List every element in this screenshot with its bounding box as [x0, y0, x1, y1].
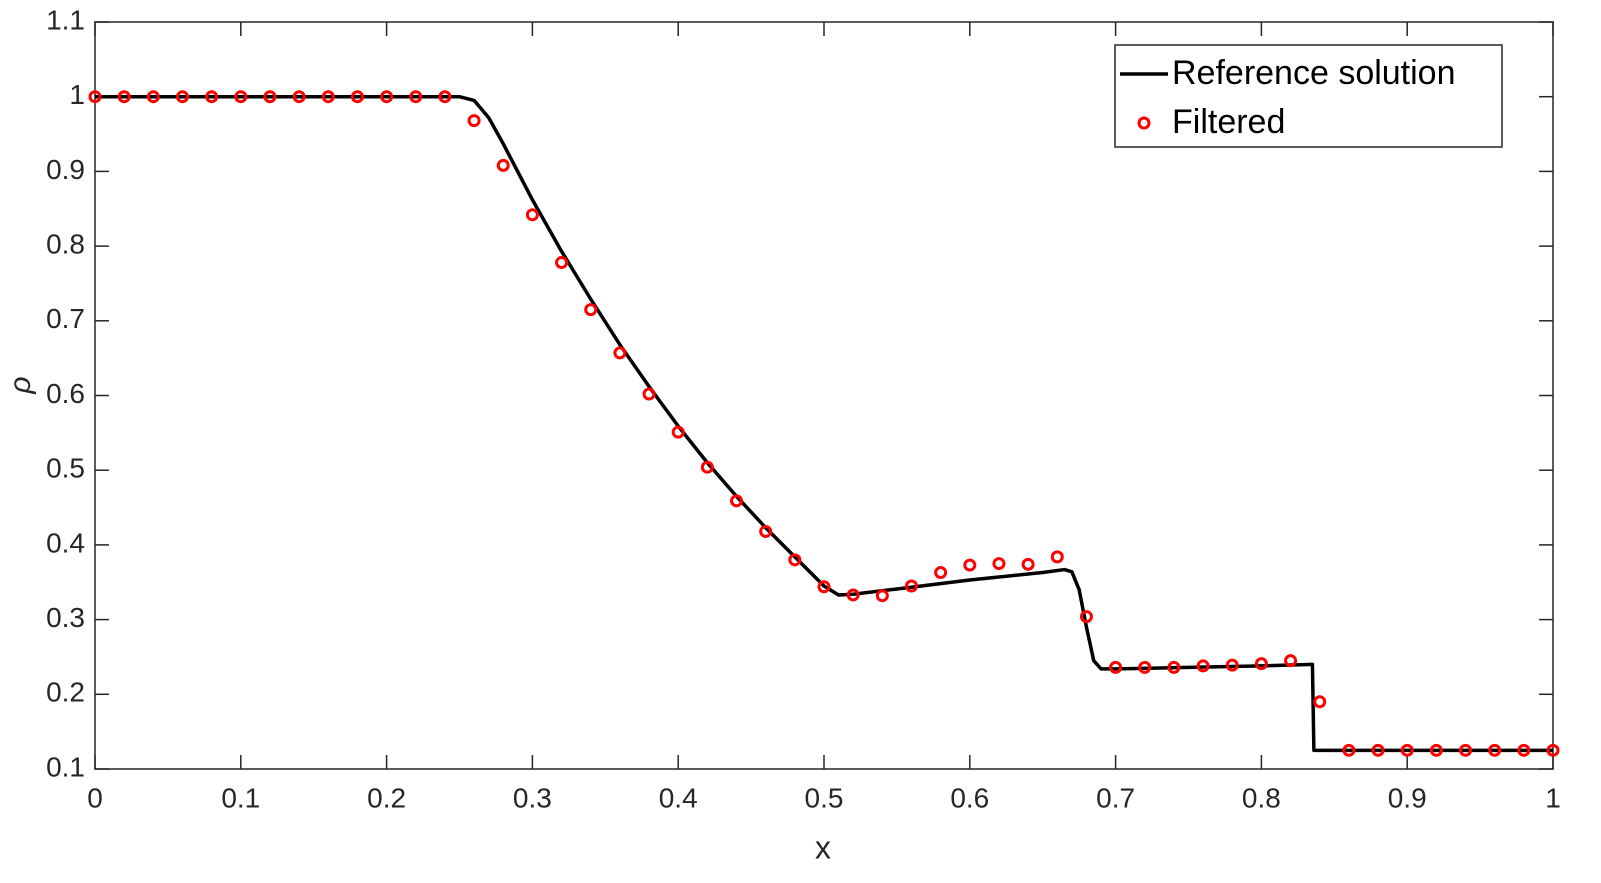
data-point: [1254, 657, 1268, 671]
data-point: [788, 553, 802, 567]
y-tick-label: 0.7: [46, 303, 85, 334]
y-tick-label: 0.4: [46, 527, 85, 558]
data-point: [1517, 743, 1531, 757]
data-point: [1429, 743, 1443, 757]
data-point: [555, 256, 569, 270]
data-point: [292, 90, 306, 104]
data-point: [1138, 660, 1152, 674]
y-axis-label: ρ: [4, 376, 37, 394]
data-point: [613, 346, 627, 360]
x-tick-label: 0.7: [1096, 782, 1135, 813]
data-point: [146, 90, 160, 104]
data-point: [321, 90, 335, 104]
legend-marker: [1137, 116, 1151, 130]
data-point: [496, 158, 510, 172]
x-tick-label: 0.3: [513, 782, 552, 813]
data-point: [1313, 695, 1327, 709]
data-point: [88, 90, 102, 104]
data-point: [117, 90, 131, 104]
x-tick-label: 0.2: [367, 782, 406, 813]
x-tick-label: 0.8: [1242, 782, 1281, 813]
data-point: [904, 579, 918, 593]
data-point: [1400, 743, 1414, 757]
data-point: [934, 566, 948, 580]
data-point: [846, 588, 860, 602]
data-point: [1079, 610, 1093, 624]
data-point: [438, 90, 452, 104]
data-point: [1342, 743, 1356, 757]
data-point: [1225, 658, 1239, 672]
legend-label: Reference solution: [1172, 54, 1456, 92]
data-line: [95, 94, 1553, 753]
y-tick-label: 1: [69, 79, 85, 110]
y-tick-label: 0.2: [46, 677, 85, 708]
data-point: [234, 90, 248, 104]
y-tick-label: 0.8: [46, 228, 85, 259]
data-point: [992, 557, 1006, 571]
y-tick-label: 0.1: [46, 751, 85, 782]
x-tick-label: 0.1: [221, 782, 260, 813]
data-point: [1196, 659, 1210, 673]
data-point: [700, 460, 714, 474]
data-point: [1021, 557, 1035, 571]
data-point: [875, 589, 889, 603]
legend-label: Filtered: [1172, 103, 1285, 141]
data-point: [263, 90, 277, 104]
y-tick-label: 0.5: [46, 453, 85, 484]
data-point: [525, 208, 539, 222]
data-point: [1371, 743, 1385, 757]
x-tick-label: 0.5: [805, 782, 844, 813]
data-point: [1050, 550, 1064, 564]
data-point: [467, 114, 481, 128]
data-point: [1167, 660, 1181, 674]
legend-box: [1114, 44, 1503, 148]
y-tick-label: 0.6: [46, 378, 85, 409]
data-point: [671, 425, 685, 439]
x-tick-label: 0: [87, 782, 103, 813]
data-point: [380, 90, 394, 104]
x-tick-label: 0.9: [1388, 782, 1427, 813]
data-point: [759, 524, 773, 538]
data-point: [963, 558, 977, 572]
x-tick-label: 1: [1545, 782, 1561, 813]
data-point: [205, 90, 219, 104]
data-point: [1546, 743, 1560, 757]
y-tick-label: 0.9: [46, 154, 85, 185]
data-point: [1109, 660, 1123, 674]
data-point: [1284, 654, 1298, 668]
y-tick-label: 1.1: [46, 4, 85, 35]
data-point: [1459, 743, 1473, 757]
data-point: [817, 580, 831, 594]
data-point: [350, 90, 364, 104]
x-tick-label: 0.4: [659, 782, 698, 813]
y-tick-label: 0.3: [46, 602, 85, 633]
data-point: [409, 90, 423, 104]
data-point: [642, 387, 656, 401]
data-point: [1488, 743, 1502, 757]
x-tick-label: 0.6: [950, 782, 989, 813]
x-axis-label: x: [815, 829, 831, 865]
plot-frame: [94, 21, 1554, 770]
data-point: [730, 494, 744, 508]
data-point: [584, 303, 598, 317]
data-point: [175, 90, 189, 104]
